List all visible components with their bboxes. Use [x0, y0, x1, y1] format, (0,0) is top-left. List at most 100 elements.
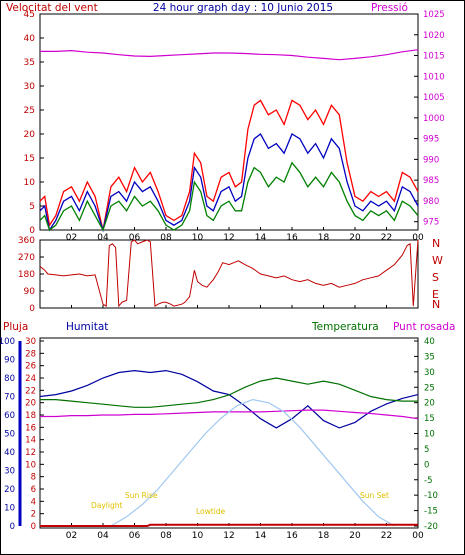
humidity-y-tick-label: 40 [4, 448, 15, 458]
rain-y-tick-label: 16 [25, 423, 36, 433]
temp-y-tick-label: -15 [424, 507, 438, 517]
x-tick-label: 22 [381, 531, 392, 541]
x-tick-label: 18 [318, 531, 330, 541]
compass-label: N [432, 298, 440, 311]
temp-axes: 0102030405060708090100024681012141618202… [0, 337, 438, 541]
temp-y-tick-label: 5 [424, 445, 429, 455]
wind-speed-label: Velocitat del vent [6, 2, 98, 14]
rain-y-tick-label: 26 [25, 362, 36, 372]
dir-y-tick-label: 270 [18, 253, 35, 263]
rain-y-tick-label: 12 [25, 448, 36, 458]
temp-y-tick-label: 20 [424, 399, 435, 409]
series-solar [110, 398, 395, 527]
temp-y-tick-label: -10 [424, 491, 438, 501]
rain-y-tick-label: 0 [31, 522, 36, 532]
temp-y-tick-label: -20 [424, 522, 438, 532]
x-tick-label: 06 [129, 531, 141, 541]
sun-label-sunset: Sun Set [360, 491, 389, 500]
x-tick-label: 14 [255, 233, 267, 243]
wind-y-tick-label: 15 [24, 154, 35, 164]
graph-title: 24 hour graph day : 10 Junio 2015 [153, 2, 333, 14]
rain-y-tick-label: 24 [25, 374, 36, 384]
series-temperature [40, 377, 418, 408]
rain-y-tick-label: 22 [25, 386, 36, 396]
compass-label: N [432, 237, 440, 250]
humidity-y-tick-label: 100 [0, 337, 15, 347]
compass-label: E [432, 288, 439, 301]
humidity-y-tick-label: 90 [4, 356, 15, 366]
dir-y-tick-label: 0 [29, 304, 35, 314]
temp-y-tick-label: 10 [424, 430, 435, 440]
sun-label-lowtide: Lowtide [196, 507, 226, 516]
wind-y-tick-label: 0 [29, 226, 35, 236]
series-minimum [39, 161, 419, 232]
humidity-label: Humitat [66, 321, 108, 333]
x-tick-label: 08 [160, 531, 172, 541]
wind-y-tick-label: 20 [24, 130, 36, 140]
x-tick-label: 18 [318, 233, 330, 243]
sun-label-daylight: Daylight [91, 501, 122, 510]
wind-y-tick-label: 35 [24, 58, 35, 68]
wind-axes: 0510152025303540459759809859909951000100… [24, 10, 445, 243]
x-tick-label: 08 [160, 233, 172, 243]
dir-y-tick-label: 90 [24, 287, 36, 297]
temperature-label: Temperatura [311, 321, 379, 333]
pressure-y-tick-label: 980 [423, 197, 439, 207]
temp-y-tick-label: -5 [424, 476, 432, 486]
x-tick-label: 22 [381, 233, 392, 243]
pressure-y-tick-label: 1005 [423, 93, 445, 103]
humidity-y-tick-label: 20 [4, 485, 15, 495]
series-pressure [40, 49, 419, 61]
temp-y-tick-label: 0 [424, 460, 429, 470]
temp-series [39, 369, 419, 527]
x-tick-label: 20 [349, 531, 361, 541]
humidity-y-tick-label: 30 [4, 467, 15, 477]
temp-y-tick-label: 40 [424, 337, 435, 347]
pressure-y-tick-label: 1015 [423, 52, 445, 62]
direction-series [39, 239, 419, 308]
x-tick-label: 06 [129, 233, 141, 243]
pressure-y-tick-label: 1010 [423, 72, 445, 82]
wind-y-tick-label: 45 [24, 10, 35, 20]
x-tick-label: 04 [97, 531, 109, 541]
rain-y-tick-label: 8 [31, 473, 36, 483]
temp-y-tick-label: 25 [424, 383, 435, 393]
rain-y-tick-label: 20 [25, 399, 36, 409]
x-tick-label: 02 [66, 531, 77, 541]
rain-y-tick-label: 30 [25, 337, 36, 347]
compass-label: W [432, 254, 443, 267]
sun-label-sunrise: Sun Rise [125, 491, 158, 500]
humidity-y-tick-label: 0 [10, 522, 15, 532]
x-tick-label: 16 [286, 233, 298, 243]
pressure-y-tick-label: 1020 [423, 31, 445, 41]
wind-y-tick-label: 10 [24, 178, 36, 188]
temp-y-tick-label: 35 [424, 352, 435, 362]
wind-y-tick-label: 25 [24, 106, 35, 116]
rain-y-tick-label: 6 [31, 485, 36, 495]
rain-y-tick-label: 2 [31, 510, 36, 520]
pressure-y-tick-label: 1000 [423, 114, 445, 124]
rain-y-tick-label: 18 [25, 411, 36, 421]
pressure-y-tick-label: 995 [423, 135, 439, 145]
wind-y-tick-label: 30 [24, 82, 36, 92]
x-tick-label: 00 [412, 233, 424, 243]
pressure-y-tick-label: 985 [423, 176, 439, 186]
x-tick-label: 00 [412, 531, 424, 541]
wind-series [39, 49, 419, 233]
x-tick-label: 12 [223, 233, 234, 243]
x-tick-label: 10 [192, 233, 204, 243]
dir-y-tick-label: 360 [18, 236, 35, 246]
wind-y-tick-label: 5 [29, 202, 35, 212]
x-tick-label: 02 [66, 233, 77, 243]
x-tick-label: 14 [255, 531, 267, 541]
series-direction [39, 239, 419, 308]
series-rain [40, 523, 418, 527]
wind-y-tick-label: 40 [24, 34, 36, 44]
humidity-y-tick-label: 60 [4, 411, 15, 421]
compass-label: S [432, 271, 439, 284]
dewpoint-label: Punt rosada [393, 321, 455, 333]
